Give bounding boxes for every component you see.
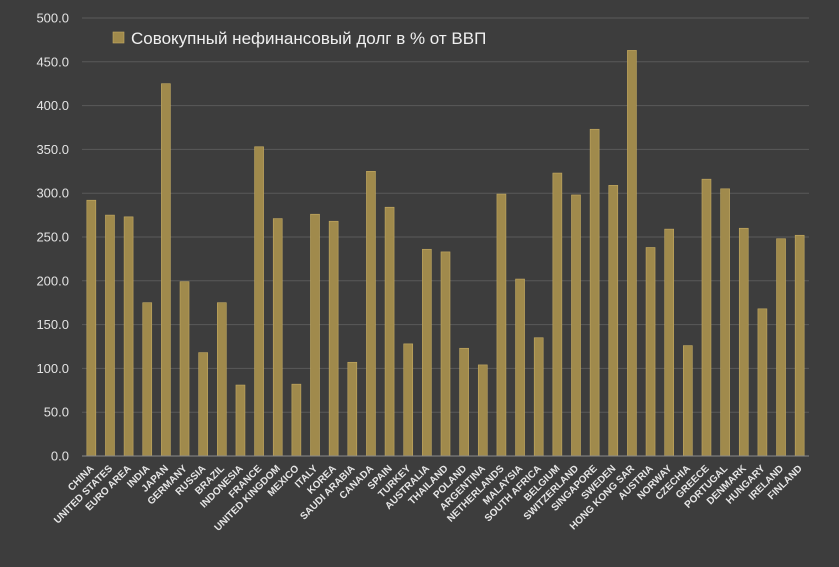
bar	[384, 206, 395, 457]
bar	[664, 228, 674, 457]
bar	[179, 281, 190, 457]
y-tick-label: 200.0	[36, 273, 69, 288]
bar	[515, 278, 525, 457]
bar	[645, 247, 656, 457]
bar	[701, 178, 712, 457]
bar	[272, 218, 283, 457]
bar	[757, 308, 768, 457]
bar	[589, 128, 600, 457]
bar	[794, 234, 805, 457]
bar	[496, 193, 507, 457]
bar	[86, 199, 97, 457]
bar	[328, 220, 339, 457]
bar	[403, 343, 414, 457]
bars	[86, 50, 805, 457]
y-tick-label: 50.0	[44, 405, 69, 420]
y-tick-label: 300.0	[36, 186, 69, 201]
bar	[533, 337, 544, 457]
bar	[198, 352, 208, 457]
bar	[291, 383, 302, 457]
bar	[683, 345, 693, 457]
bar	[217, 302, 227, 457]
y-tick-label: 500.0	[36, 11, 69, 26]
bar	[738, 227, 749, 457]
legend-swatch	[112, 31, 125, 44]
bar	[422, 248, 432, 457]
y-tick-label: 250.0	[36, 230, 69, 245]
bar	[608, 185, 619, 457]
bar	[627, 50, 637, 457]
bar	[161, 83, 171, 457]
legend-label: Совокупный нефинансовый долг в % от ВВП	[131, 29, 486, 48]
bar	[477, 364, 488, 457]
bar	[347, 361, 358, 457]
bar	[571, 194, 581, 457]
y-tick-label: 400.0	[36, 98, 69, 113]
bar	[459, 347, 469, 457]
legend: Совокупный нефинансовый долг в % от ВВП	[112, 29, 486, 48]
bar	[235, 384, 246, 457]
y-tick-label: 450.0	[36, 54, 69, 69]
y-tick-label: 150.0	[36, 317, 69, 332]
bar	[776, 238, 786, 457]
bar	[123, 216, 134, 457]
bar	[105, 214, 115, 457]
bar	[366, 171, 376, 457]
bar	[440, 251, 451, 457]
y-tick-label: 350.0	[36, 142, 69, 157]
bar	[720, 188, 730, 457]
y-axis-tick-labels: 0.0 50.0 100.0 150.0 200.0 250.0 300.0 350.0 400…	[36, 11, 69, 464]
bar	[552, 172, 563, 457]
bar	[142, 302, 153, 457]
bar	[310, 213, 320, 457]
y-tick-label: 100.0	[36, 361, 69, 376]
bar	[254, 146, 264, 457]
y-tick-label: 0.0	[51, 449, 69, 464]
